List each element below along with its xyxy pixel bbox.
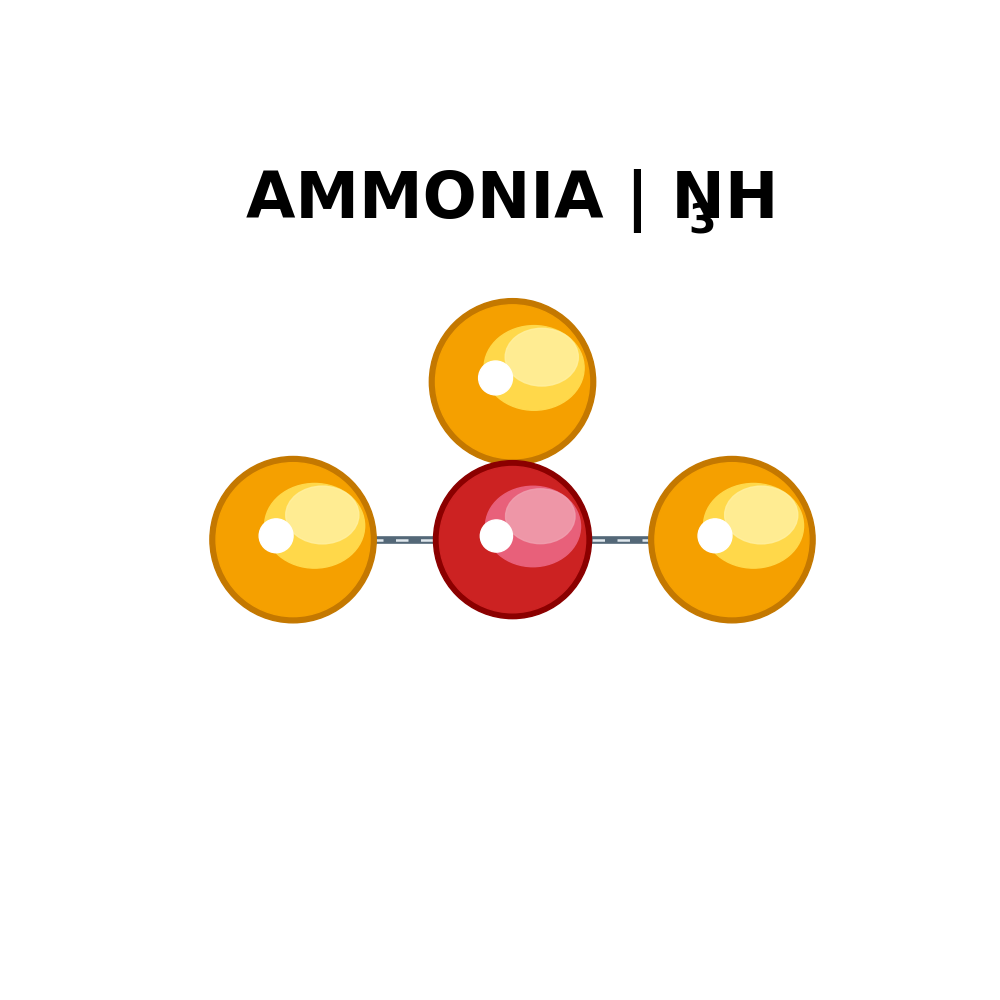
Circle shape	[433, 461, 592, 619]
Circle shape	[210, 456, 376, 623]
Ellipse shape	[506, 489, 575, 544]
Ellipse shape	[703, 483, 804, 568]
Circle shape	[259, 519, 293, 553]
Ellipse shape	[485, 486, 581, 567]
Text: AMMONIA | NH: AMMONIA | NH	[246, 169, 779, 233]
Circle shape	[439, 466, 586, 613]
Circle shape	[429, 299, 596, 465]
Ellipse shape	[484, 326, 584, 410]
Circle shape	[655, 463, 809, 617]
Circle shape	[480, 520, 512, 552]
Ellipse shape	[286, 486, 359, 544]
Ellipse shape	[505, 328, 578, 386]
Ellipse shape	[725, 486, 798, 544]
Circle shape	[479, 361, 512, 395]
Circle shape	[649, 456, 815, 623]
Ellipse shape	[265, 483, 365, 568]
Circle shape	[216, 463, 370, 617]
Text: 3: 3	[688, 202, 716, 242]
Circle shape	[698, 519, 732, 553]
Circle shape	[436, 305, 590, 459]
